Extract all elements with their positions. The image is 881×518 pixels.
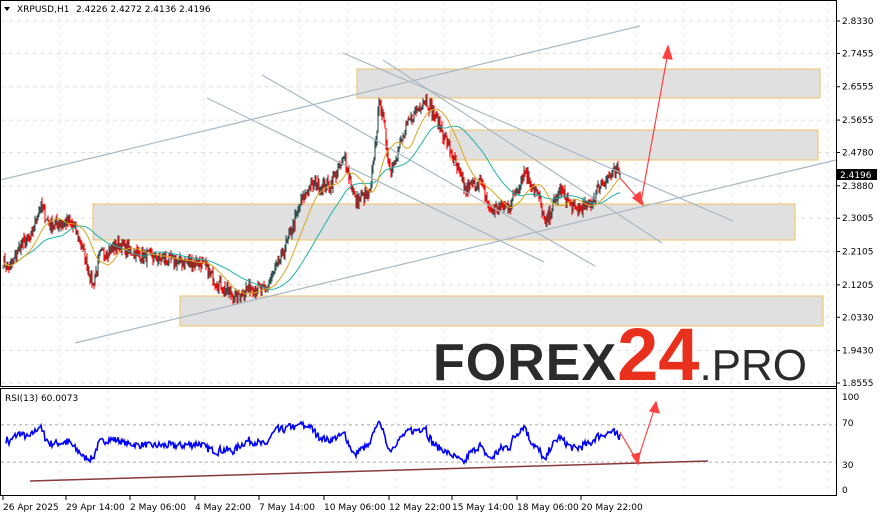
rsi-levels (1, 424, 836, 463)
time-tick-label: 15 May 14:00 (452, 503, 514, 513)
last-price-text: 2.4196 (840, 171, 872, 181)
time-tick-label: 20 May 22:00 (581, 503, 643, 513)
price-tick-label: 2.5655 (842, 116, 874, 126)
logo-forex: FOREX (433, 334, 618, 392)
descending-line-1[interactable] (342, 52, 734, 222)
ma-slow-line (2, 125, 621, 290)
price-tick-label: 2.3005 (842, 214, 874, 224)
descending-line-4[interactable] (261, 74, 596, 267)
rsi-arrows (619, 400, 660, 466)
ma-fast-line (2, 108, 621, 295)
price-tick-label: 2.4780 (842, 148, 874, 158)
time-tick-label: 4 May 22:00 (195, 503, 251, 513)
descending-line-2[interactable] (382, 59, 663, 244)
forex24-logo: FOREX24.PRO (433, 312, 808, 396)
arrow-up-line (640, 51, 669, 203)
candles (2, 93, 621, 305)
ohlc-values: 2.4226 2.4272 2.4136 2.4196 (76, 5, 211, 15)
price-tick-label: 1.9430 (842, 347, 874, 357)
support-zone-lower[interactable] (179, 295, 824, 327)
rsi-tick-70: 70 (842, 419, 854, 429)
rsi-tick-0: 0 (842, 486, 848, 496)
resistance-zone-lower[interactable] (449, 129, 819, 161)
price-axis-bg (837, 0, 881, 518)
price-tick-label: 2.6555 (842, 83, 874, 93)
channel-lower-line[interactable] (74, 159, 837, 344)
time-tick-label: 2 May 06:00 (130, 503, 186, 513)
time-tick-label: 26 Apr 2025 (3, 503, 59, 513)
rsi-arrow-down-head (631, 452, 641, 466)
forecast-arrows (619, 44, 673, 207)
rsi-axis: 100 70 30 0 (842, 393, 859, 496)
last-price-label: 2.4196 (837, 169, 877, 181)
logo-24: 24 (617, 313, 700, 396)
time-tick-label: 18 May 06:00 (517, 503, 579, 513)
logo-pro: .PRO (699, 341, 808, 390)
rsi-label: RSI(13) 60.0073 (5, 394, 78, 404)
price-tick-label: 2.0330 (842, 313, 874, 323)
rsi-line (5, 420, 621, 466)
dropdown-triangle-icon[interactable] (4, 7, 10, 11)
time-tick-label: 12 May 22:00 (389, 503, 451, 513)
price-axis: 2.8330 2.7455 2.6555 2.5655 2.4780 2.3880 2.30… (836, 17, 874, 389)
trendlines (0, 25, 837, 344)
rsi-trendline[interactable] (29, 460, 709, 482)
descending-line-3[interactable] (206, 97, 545, 263)
symbol-label: XRPUSD,H1 (17, 5, 69, 15)
zones (92, 68, 824, 327)
price-tick-label: 1.8555 (842, 379, 874, 389)
rsi-tick-100: 100 (842, 393, 859, 403)
price-tick-label: 2.3880 (842, 182, 874, 192)
resistance-zone-upper[interactable] (356, 68, 821, 99)
support-zone[interactable] (92, 203, 796, 241)
price-tick-label: 2.1205 (842, 281, 874, 291)
time-tick-label: 29 Apr 14:00 (66, 503, 125, 513)
arrow-up-head (662, 44, 673, 60)
time-tick-label: 7 May 14:00 (259, 503, 315, 513)
time-tick-label: 10 May 06:00 (324, 503, 386, 513)
channel-upper-line[interactable] (0, 25, 641, 181)
rsi-tick-30: 30 (842, 461, 854, 471)
time-axis: 26 Apr 2025 29 Apr 14:00 2 May 06:00 4 May … (2, 496, 643, 513)
price-tick-label: 2.8330 (842, 17, 874, 27)
rsi-arrow-up (636, 406, 656, 463)
price-tick-label: 2.2105 (842, 248, 874, 258)
rsi-arrow-up-head (649, 400, 660, 414)
chart-header: XRPUSD,H1 2.4226 2.4272 2.4136 2.4196 (4, 5, 211, 15)
price-tick-label: 2.7455 (842, 49, 874, 59)
